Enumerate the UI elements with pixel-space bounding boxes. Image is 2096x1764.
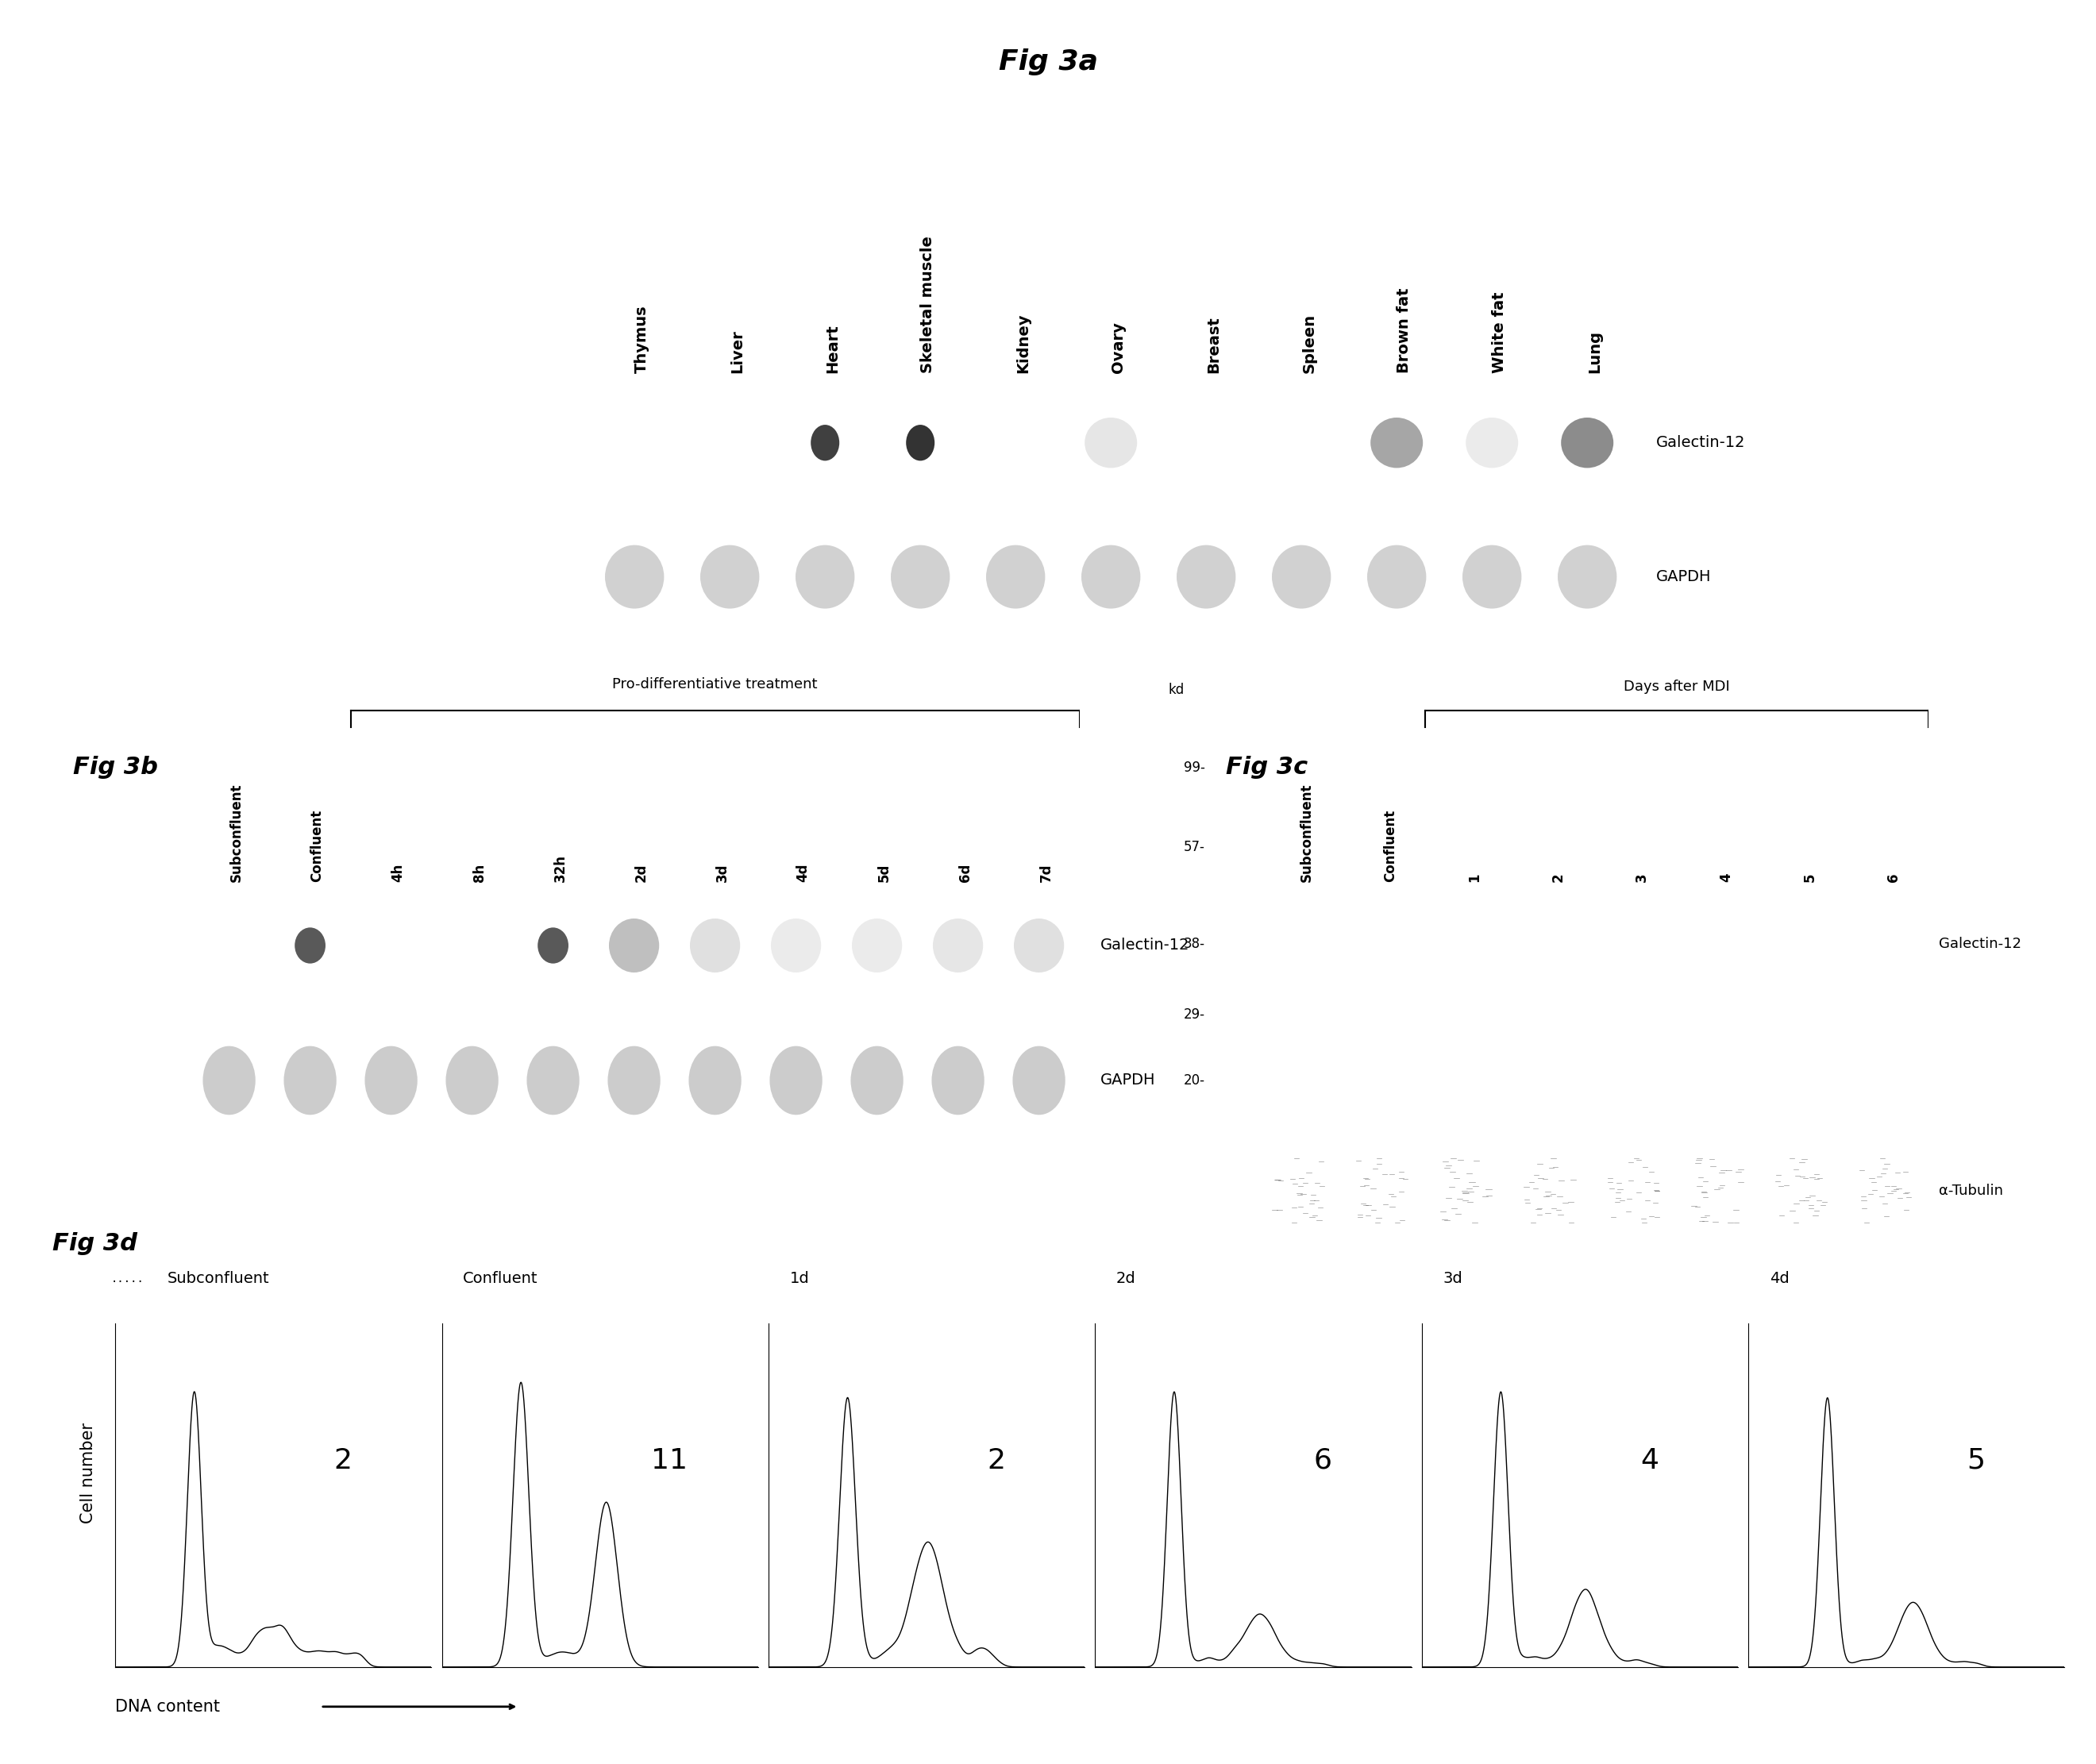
Text: 57-: 57-: [1184, 840, 1205, 854]
Text: Brown fat: Brown fat: [1396, 288, 1413, 374]
Text: 4d: 4d: [1769, 1272, 1790, 1286]
Ellipse shape: [769, 1046, 822, 1115]
Text: 5: 5: [1803, 873, 1817, 882]
Text: Liver: Liver: [729, 330, 744, 374]
Text: Subconfluent: Subconfluent: [1300, 783, 1314, 882]
Ellipse shape: [283, 1046, 337, 1115]
Text: Fig 3d: Fig 3d: [52, 1231, 138, 1256]
Ellipse shape: [1367, 545, 1425, 609]
Text: Galectin-12: Galectin-12: [1100, 938, 1191, 953]
Ellipse shape: [1371, 418, 1423, 467]
Text: 2d: 2d: [635, 863, 648, 882]
Text: Confluent: Confluent: [310, 810, 325, 882]
Text: Thymus: Thymus: [635, 305, 650, 374]
Text: 2: 2: [333, 1446, 352, 1475]
Text: 6: 6: [1886, 873, 1901, 882]
Text: 11: 11: [652, 1446, 687, 1475]
Ellipse shape: [203, 1046, 256, 1115]
Ellipse shape: [1465, 418, 1518, 467]
Ellipse shape: [1557, 545, 1616, 609]
Text: 3: 3: [1635, 873, 1650, 882]
Ellipse shape: [1014, 919, 1065, 972]
Ellipse shape: [933, 919, 983, 972]
Text: 4d: 4d: [796, 863, 811, 882]
Text: 20-: 20-: [1184, 1073, 1205, 1088]
Text: kd: kd: [1167, 683, 1184, 697]
Ellipse shape: [606, 545, 664, 609]
Text: Cell number: Cell number: [80, 1422, 96, 1524]
Text: 7d: 7d: [1040, 863, 1054, 882]
Ellipse shape: [446, 1046, 499, 1115]
Ellipse shape: [690, 919, 740, 972]
Text: 6d: 6d: [958, 863, 973, 882]
Ellipse shape: [539, 928, 568, 963]
Ellipse shape: [796, 545, 855, 609]
Text: 3d: 3d: [1442, 1272, 1463, 1286]
Ellipse shape: [700, 545, 759, 609]
Text: 5: 5: [1966, 1446, 1985, 1475]
Text: 4: 4: [1641, 1446, 1658, 1475]
Ellipse shape: [891, 545, 949, 609]
Ellipse shape: [851, 919, 901, 972]
Ellipse shape: [608, 1046, 660, 1115]
Text: 29-: 29-: [1184, 1007, 1205, 1021]
Text: 1d: 1d: [790, 1272, 809, 1286]
Text: Confluent: Confluent: [463, 1272, 539, 1286]
Ellipse shape: [365, 1046, 417, 1115]
Text: Breast: Breast: [1205, 316, 1222, 374]
Text: .....: .....: [111, 1274, 145, 1284]
Text: 3d: 3d: [715, 863, 729, 882]
Ellipse shape: [296, 928, 325, 963]
Ellipse shape: [811, 425, 838, 460]
Text: DNA content: DNA content: [115, 1699, 220, 1715]
Ellipse shape: [610, 919, 658, 972]
Text: 99-: 99-: [1184, 760, 1205, 774]
Text: GAPDH: GAPDH: [1656, 570, 1710, 584]
Text: White fat: White fat: [1492, 293, 1507, 374]
Text: 2: 2: [1551, 873, 1566, 882]
Text: Spleen: Spleen: [1302, 314, 1316, 374]
Text: 38-: 38-: [1184, 937, 1205, 951]
Text: Subconfluent: Subconfluent: [168, 1272, 270, 1286]
Ellipse shape: [931, 1046, 985, 1115]
Ellipse shape: [851, 1046, 903, 1115]
Text: Pro-differentiative treatment: Pro-differentiative treatment: [612, 677, 817, 691]
Text: Fig 3c: Fig 3c: [1226, 755, 1308, 780]
Ellipse shape: [1176, 545, 1237, 609]
Ellipse shape: [771, 919, 822, 972]
Text: 8h: 8h: [472, 864, 486, 882]
Text: 5d: 5d: [876, 863, 891, 882]
Text: Confluent: Confluent: [1383, 810, 1398, 882]
Text: Days after MDI: Days after MDI: [1624, 679, 1729, 693]
Text: 1: 1: [1467, 873, 1482, 882]
Ellipse shape: [1012, 1046, 1065, 1115]
Text: 4: 4: [1719, 873, 1733, 882]
Text: Heart: Heart: [826, 325, 840, 374]
Text: 32h: 32h: [553, 854, 568, 882]
Text: Galectin-12: Galectin-12: [1656, 436, 1746, 450]
Text: Fig 3a: Fig 3a: [998, 48, 1098, 76]
Text: 2: 2: [987, 1446, 1006, 1475]
Text: GAPDH: GAPDH: [1100, 1073, 1155, 1088]
Text: 6: 6: [1314, 1446, 1331, 1475]
Ellipse shape: [690, 1046, 742, 1115]
Ellipse shape: [526, 1046, 578, 1115]
Ellipse shape: [1272, 545, 1331, 609]
Ellipse shape: [1086, 418, 1138, 467]
Ellipse shape: [1562, 418, 1614, 467]
Text: Skeletal muscle: Skeletal muscle: [920, 236, 935, 374]
Ellipse shape: [1463, 545, 1522, 609]
Text: Galectin-12: Galectin-12: [1939, 937, 2021, 951]
Text: Lung: Lung: [1587, 330, 1601, 374]
Ellipse shape: [985, 545, 1046, 609]
Text: α-Tubulin: α-Tubulin: [1939, 1184, 2004, 1198]
Text: 2d: 2d: [1117, 1272, 1136, 1286]
Text: Ovary: Ovary: [1111, 323, 1126, 374]
Ellipse shape: [905, 425, 935, 460]
Ellipse shape: [1082, 545, 1140, 609]
Text: 4h: 4h: [392, 863, 405, 882]
Text: Subconfluent: Subconfluent: [228, 783, 243, 882]
Text: Kidney: Kidney: [1017, 314, 1031, 374]
Text: Fig 3b: Fig 3b: [73, 755, 159, 780]
